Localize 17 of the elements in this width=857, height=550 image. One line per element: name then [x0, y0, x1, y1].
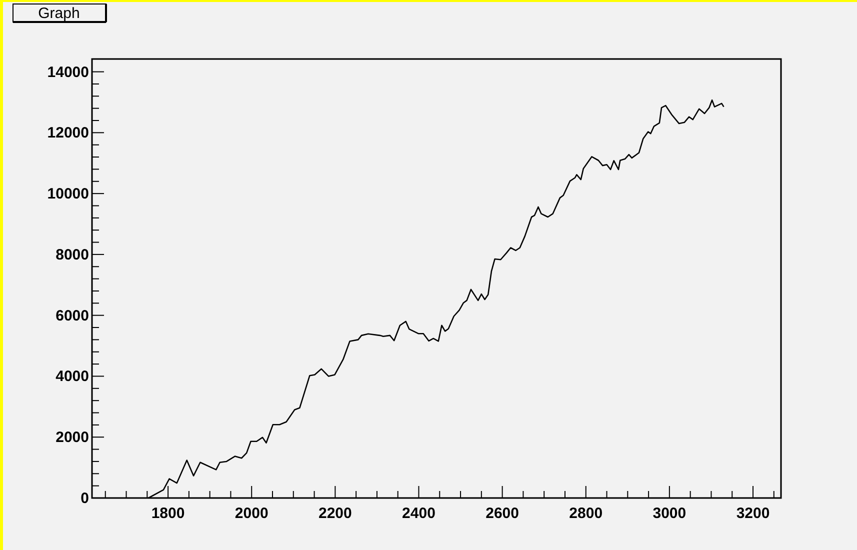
x-tick-label: 2200: [318, 505, 352, 522]
x-tick-label: 2600: [486, 505, 519, 522]
x-tick-label: 2400: [402, 505, 436, 522]
y-tick-label: 2000: [56, 429, 89, 446]
x-tick-label: 3200: [736, 505, 770, 522]
chart-title: Graph: [38, 5, 80, 22]
y-tick-label: 12000: [47, 124, 89, 142]
y-tick-label: 4000: [56, 368, 89, 386]
x-tick-label: 2000: [234, 505, 268, 522]
y-tick-label: 8000: [56, 246, 89, 264]
y-tick-label: 14000: [47, 64, 89, 81]
y-tick-label: 10000: [47, 186, 89, 203]
y-tick-label: 0: [80, 490, 89, 507]
x-tick-label: 3000: [652, 505, 686, 522]
y-tick-label: 6000: [56, 307, 89, 324]
x-tick-label: 2800: [569, 505, 603, 522]
x-tick-label: 1800: [151, 505, 185, 522]
